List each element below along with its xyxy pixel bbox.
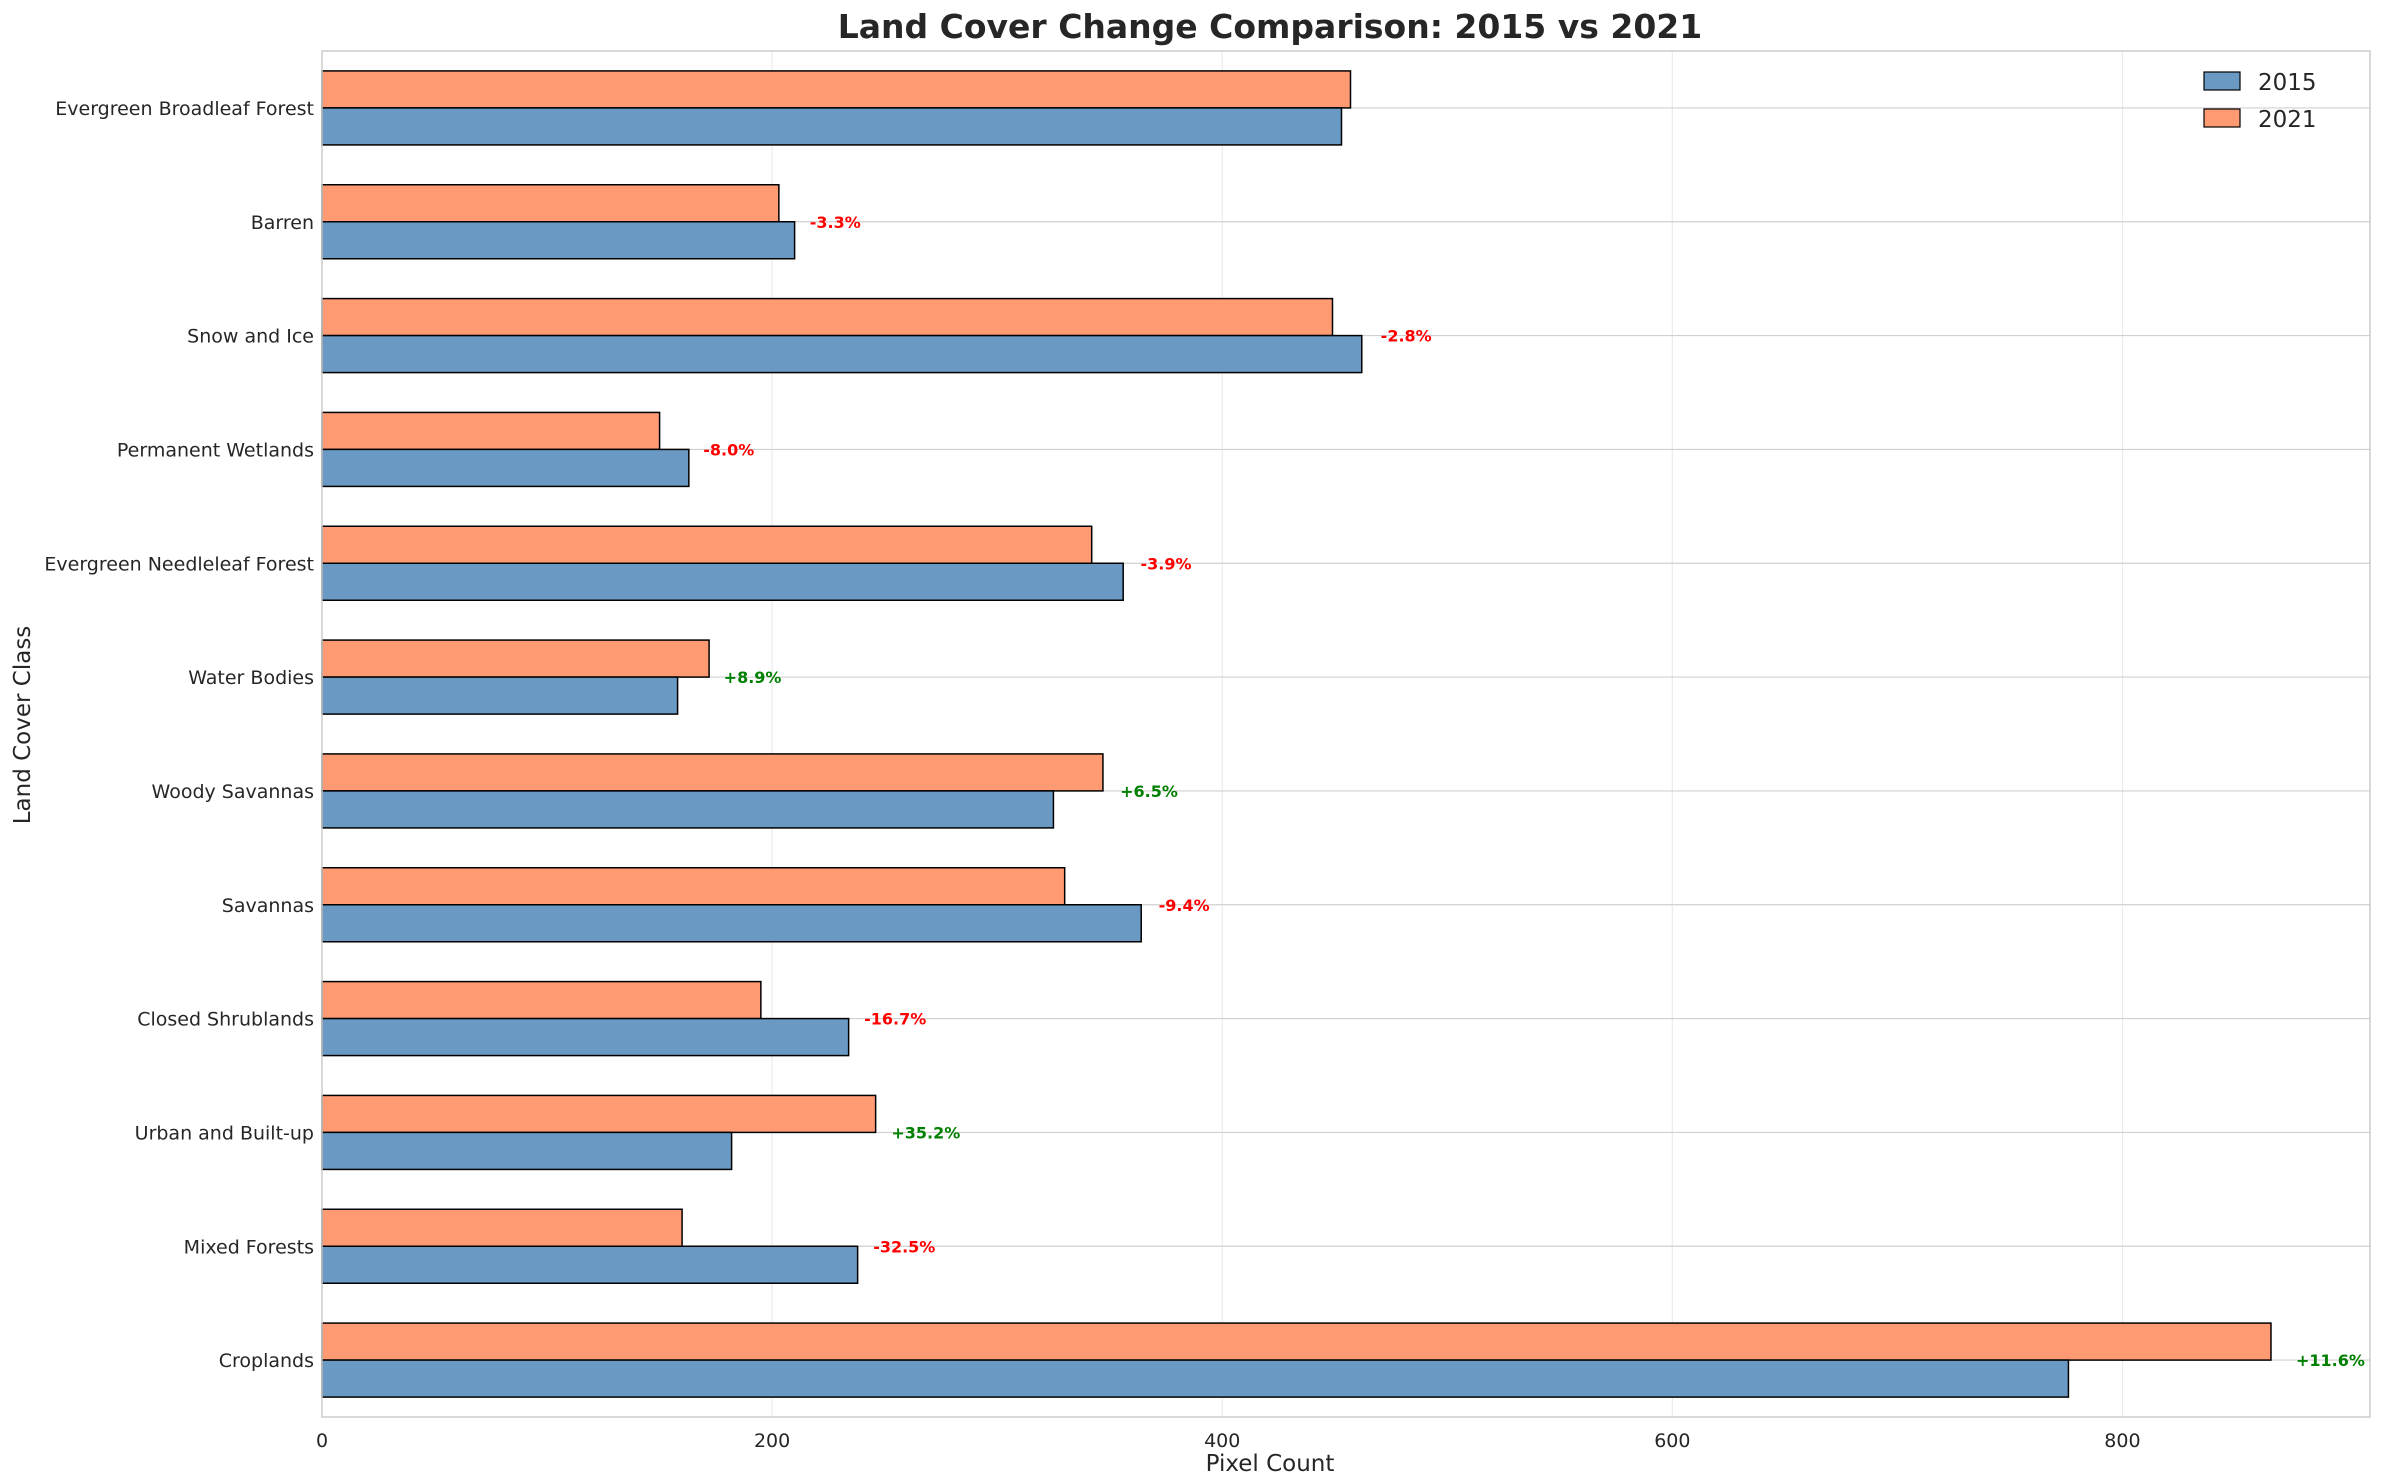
bar-2015 bbox=[321, 107, 1343, 146]
y-tick-label: Snow and Ice bbox=[187, 326, 314, 348]
y-tick-label: Water Bodies bbox=[188, 667, 314, 689]
axes-layer bbox=[321, 50, 2371, 1418]
bar-2021 bbox=[321, 980, 762, 1020]
bar-2021 bbox=[321, 639, 710, 678]
bar-2021 bbox=[321, 411, 661, 451]
bar-2015 bbox=[321, 334, 1363, 374]
bar-2015 bbox=[321, 790, 1055, 829]
bar-2021 bbox=[321, 753, 1104, 792]
y-axis-title: Land Cover Class bbox=[10, 626, 36, 825]
change-label: -3.9% bbox=[1141, 554, 1192, 573]
bar-2021 bbox=[321, 297, 1334, 337]
y-tick-label: Savannas bbox=[222, 895, 314, 917]
bar-2021 bbox=[321, 525, 1093, 564]
bars-layer bbox=[321, 70, 2272, 1398]
chart-title: Land Cover Change Comparison: 2015 vs 20… bbox=[838, 7, 1702, 46]
bar-2015 bbox=[321, 1359, 2070, 1398]
x-tick-label: 200 bbox=[754, 1430, 790, 1452]
bar-2015 bbox=[321, 1131, 733, 1171]
bar-2021 bbox=[321, 867, 1066, 906]
bar-2021 bbox=[321, 1208, 683, 1247]
change-label: +35.2% bbox=[891, 1123, 960, 1142]
legend-swatch-2021 bbox=[2203, 108, 2241, 128]
change-label: +6.5% bbox=[1120, 782, 1178, 801]
x-tick-label: 0 bbox=[316, 1430, 328, 1452]
legend-label-2015: 2015 bbox=[2258, 70, 2317, 96]
y-tick-label: Croplands bbox=[219, 1350, 314, 1372]
change-label: -32.5% bbox=[873, 1237, 935, 1256]
bar-2021 bbox=[321, 70, 1352, 109]
change-label: -8.0% bbox=[703, 440, 754, 459]
x-tick-label: 800 bbox=[2104, 1430, 2140, 1452]
bar-2021 bbox=[321, 1322, 2272, 1361]
change-label: -16.7% bbox=[864, 1010, 926, 1029]
y-tick-label: Barren bbox=[251, 212, 314, 234]
change-label: -9.4% bbox=[1159, 896, 1210, 915]
y-tick-label: Urban and Built-up bbox=[135, 1122, 314, 1144]
bar-2021 bbox=[321, 184, 780, 223]
bar-2015 bbox=[321, 562, 1124, 601]
y-tick-label: Evergreen Broadleaf Forest bbox=[55, 98, 314, 120]
x-tick-label: 600 bbox=[1654, 1430, 1690, 1452]
y-tick-label: Mixed Forests bbox=[184, 1236, 314, 1258]
y-tick-label: Closed Shrublands bbox=[137, 1009, 314, 1031]
bar-2015 bbox=[321, 221, 796, 260]
x-axis-title: Pixel Count bbox=[1206, 1451, 1335, 1477]
bar-2015 bbox=[321, 676, 679, 715]
change-label: +11.6% bbox=[2296, 1351, 2365, 1370]
plot-frame bbox=[321, 50, 2371, 1418]
bar-2015 bbox=[321, 448, 690, 488]
change-label: -2.8% bbox=[1381, 327, 1432, 346]
change-label: -3.3% bbox=[810, 213, 861, 232]
y-tick-label: Evergreen Needleleaf Forest bbox=[44, 553, 314, 575]
y-tick-label: Woody Savannas bbox=[152, 781, 314, 803]
labels-layer: 0 200 400 600 800 Evergreen Broadleaf Forest B… bbox=[44, 98, 2364, 1452]
bar-2015 bbox=[321, 1245, 859, 1284]
legend-label-2021: 2021 bbox=[2258, 107, 2317, 133]
y-tick-label: Permanent Wetlands bbox=[117, 439, 314, 461]
change-label: +8.9% bbox=[724, 668, 782, 687]
legend: 2015 2021 bbox=[2203, 70, 2317, 133]
bar-2015 bbox=[321, 904, 1142, 943]
x-tick-label: 400 bbox=[1204, 1430, 1240, 1452]
legend-swatch-2015 bbox=[2203, 71, 2241, 91]
bar-2021 bbox=[321, 1094, 877, 1134]
bar-2015 bbox=[321, 1017, 850, 1057]
